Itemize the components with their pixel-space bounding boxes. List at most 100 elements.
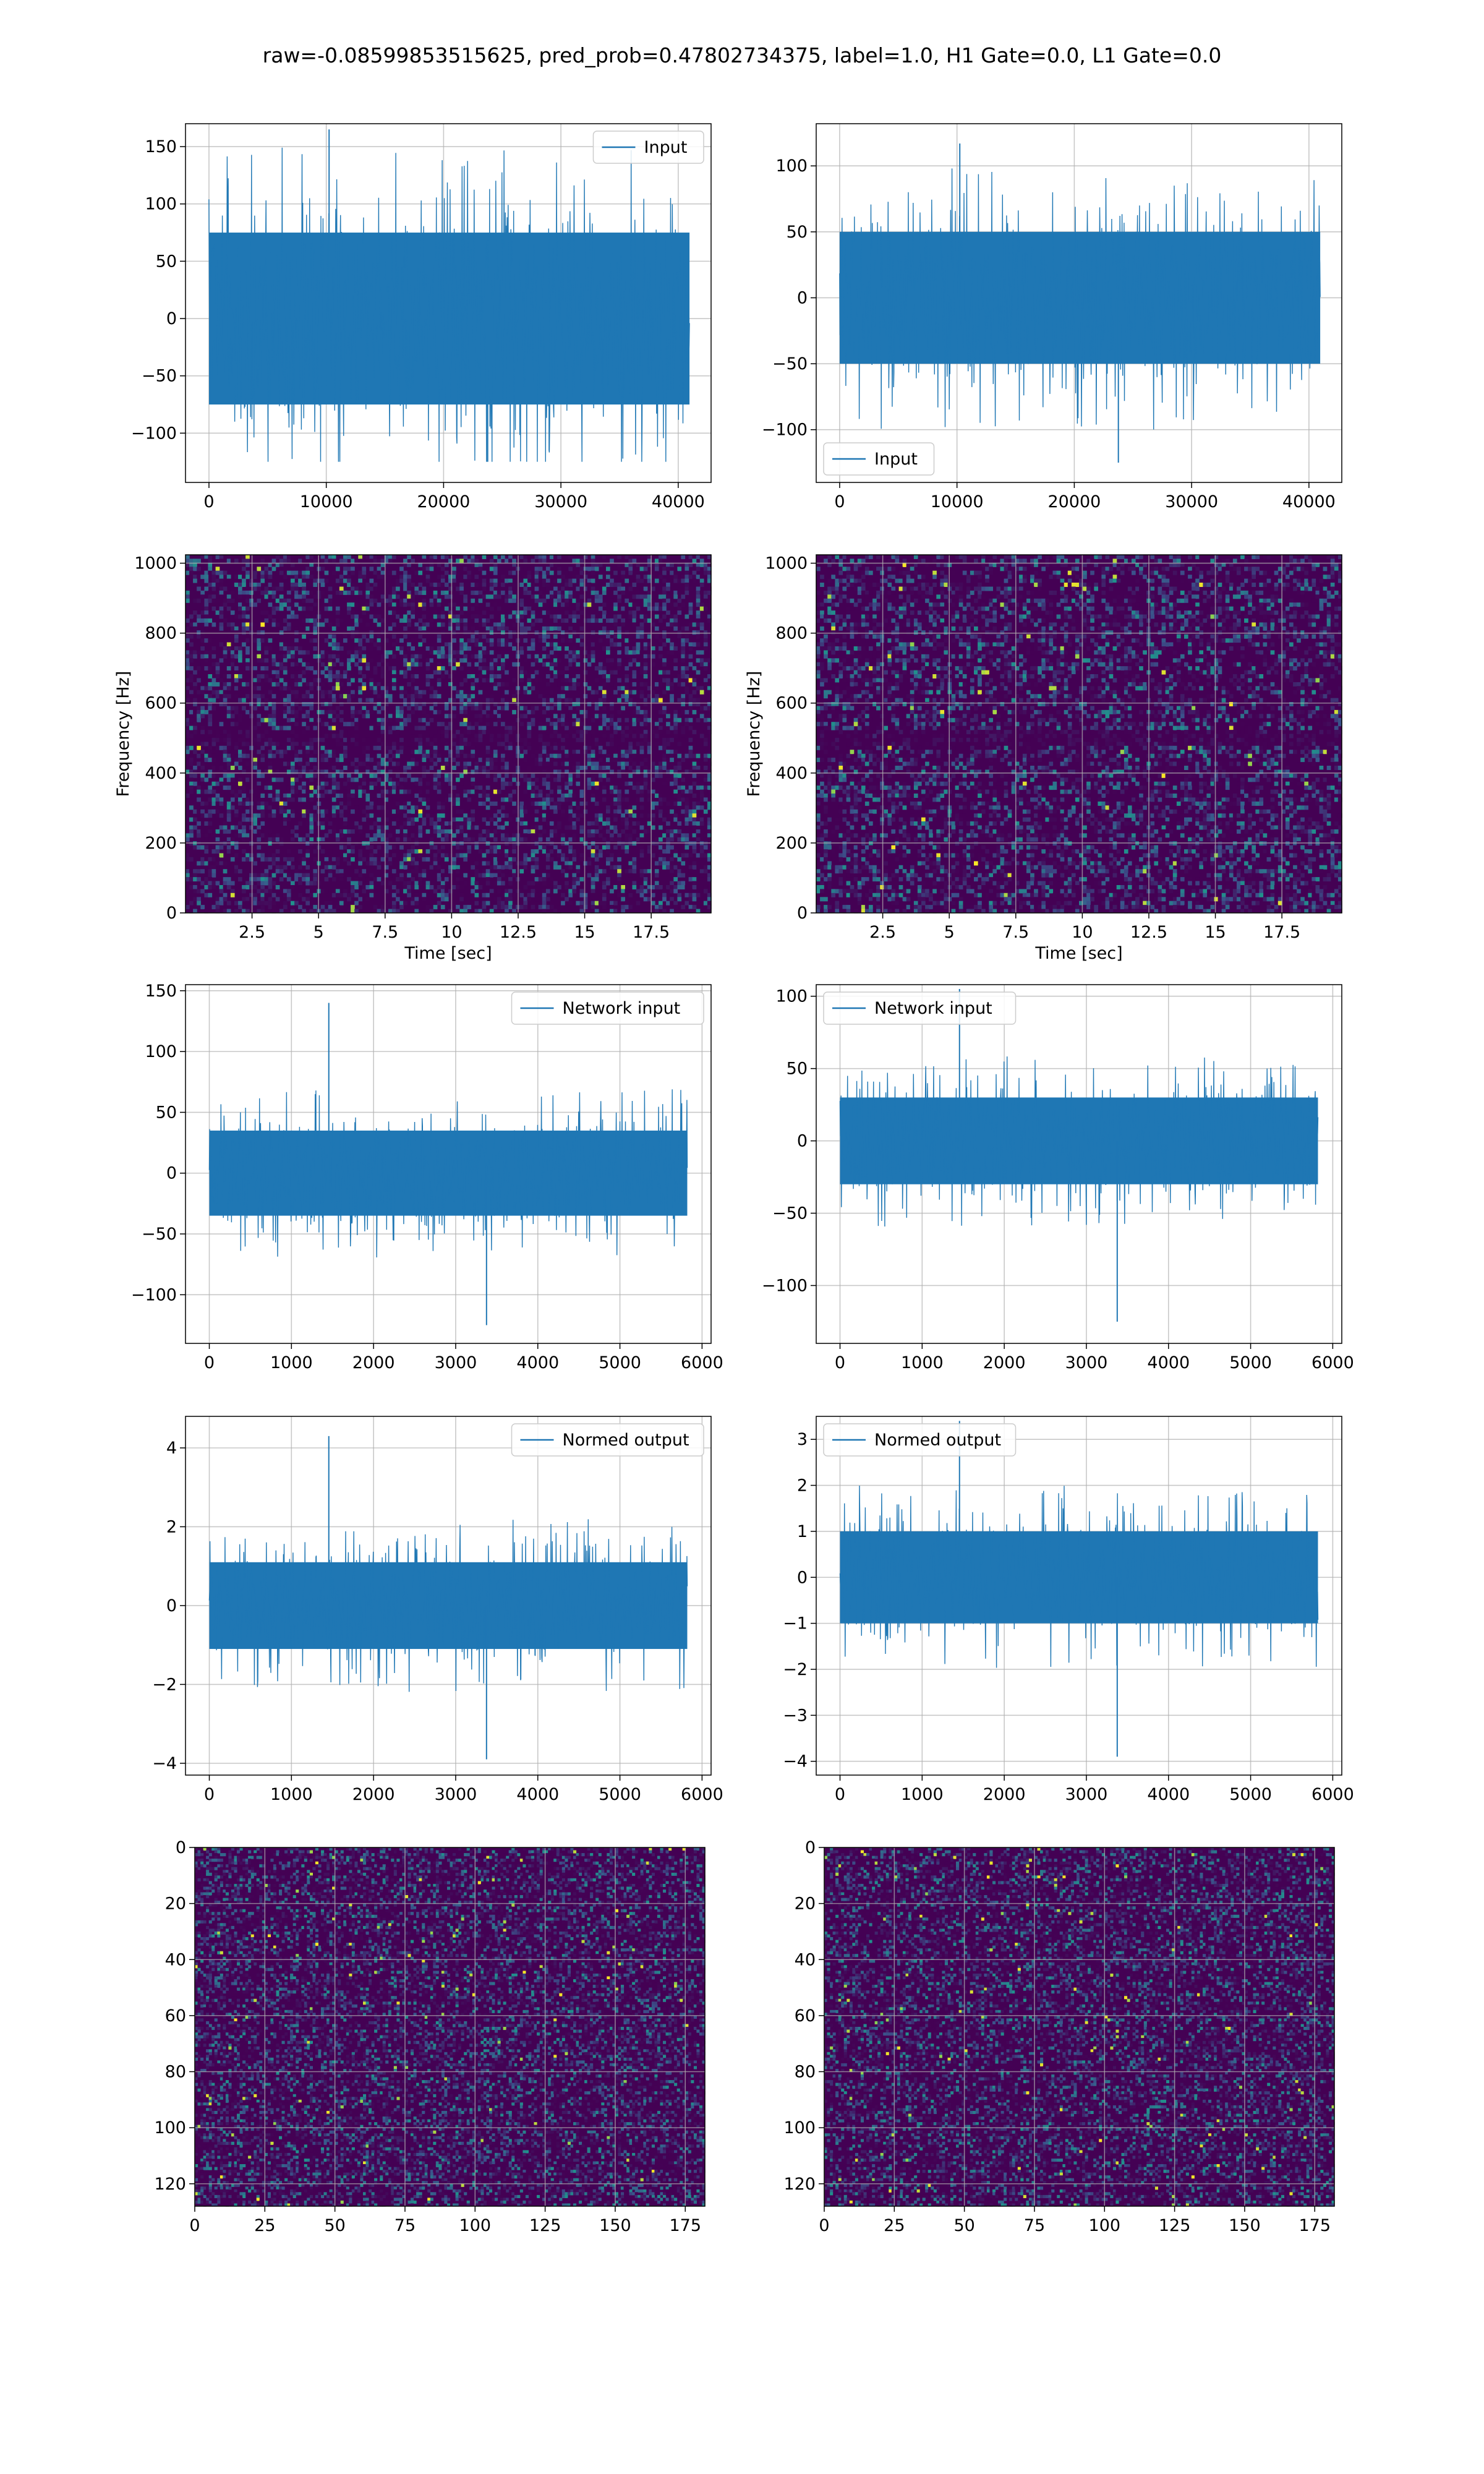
chart-r2c1-cell (441, 579, 445, 583)
chart-r2c1-cell (305, 694, 310, 698)
chart-r2c1-cell (670, 643, 674, 647)
chart-r2c1-cell (204, 622, 208, 627)
chart-r2c1-cell (580, 594, 584, 599)
chart-r2c1-cell (208, 559, 212, 563)
chart-r2c1-cell (313, 630, 317, 635)
chart-r2c1-cell (459, 650, 464, 654)
chart-r2c1-cell (347, 698, 351, 703)
chart-r2c1-cell (200, 610, 205, 615)
chart-r2c1-cell (365, 714, 370, 718)
chart-r2c1-cell (542, 571, 547, 575)
chart-r2c1-cell (493, 567, 498, 571)
chart-r2c1-cell (309, 599, 313, 603)
chart-r2c1-cell (666, 627, 670, 631)
chart-r2c1-cell (347, 674, 351, 678)
chart-r2c1-cell (279, 587, 284, 591)
chart-r2c1-cell (422, 587, 427, 591)
chart-r2c1-cell (610, 706, 614, 711)
chart-r2c1-cell (362, 654, 366, 659)
chart-r2c1-cell (358, 571, 362, 575)
chart-r2c1-cell (467, 646, 471, 651)
chart-r2c1-cell (681, 666, 685, 670)
chart-r2c1-cell (396, 579, 400, 583)
chart-r2c1-cell (670, 615, 674, 619)
chart-r2c1-cell (257, 654, 261, 659)
chart-r2c1-cell (287, 706, 291, 711)
chart-r2c1-cell (546, 674, 550, 678)
chart-r2c1-cell (553, 714, 558, 718)
chart-r2c1-cell (231, 654, 235, 659)
chart-r2c1-cell (208, 682, 212, 687)
chart-r2c1-cell (557, 599, 561, 603)
chart-r2c1-cell (595, 690, 599, 695)
chart-r2c1-cell (245, 599, 250, 603)
chart-r2c1-cell (527, 690, 532, 695)
chart-r2c1-cell (565, 698, 569, 703)
chart-r2c1-cell (565, 571, 569, 575)
chart-r2c1-cell (572, 650, 576, 654)
chart-r2c1-cell (576, 615, 580, 619)
chart-r2c1-cell (291, 690, 295, 695)
chart-r2c1-cell (490, 694, 494, 698)
chart-r2c1-cell (437, 654, 441, 659)
chart-r2c1-cell (553, 602, 558, 607)
chart-r2c1-cell (689, 622, 693, 627)
chart-r2c1-cell (433, 694, 438, 698)
chart-r2c1-cell (568, 618, 573, 623)
chart-r2c1-cell (475, 698, 479, 703)
chart-r2c1-cell (377, 710, 382, 714)
chart-r2c1-cell (550, 602, 554, 607)
chart-r2c1-cell (279, 654, 284, 659)
chart-r2c1-cell (625, 694, 629, 698)
chart-r2c1-cell (392, 607, 396, 611)
chart-r2c1-cell (704, 706, 708, 711)
chart-r2c1-cell (245, 638, 250, 643)
chart-r2c1-cell (452, 698, 456, 703)
chart-r2c1-cell (463, 555, 467, 559)
chart-r2c1-cell (411, 583, 415, 587)
chart-r2c1-cell (546, 654, 550, 659)
chart-r2c1-cell (613, 607, 618, 611)
chart-r2c1-cell (497, 591, 501, 595)
chart-r2c1-cell (673, 575, 678, 579)
chart-r2c1-cell (617, 710, 621, 714)
chart-r2c1-cell (257, 678, 261, 682)
chart-r2c1-cell (328, 555, 333, 559)
chart-r2c1-cell (313, 682, 317, 687)
chart-r2c1-cell (336, 678, 340, 682)
chart-r2c1-cell (212, 650, 216, 654)
chart-r2c1-cell (197, 599, 201, 603)
chart-r2c1-cell (388, 698, 393, 703)
chart-r2c1-cell (377, 571, 382, 575)
chart-r2c1-cell (621, 607, 625, 611)
chart-r2c1-cell (294, 643, 299, 647)
chart-r2c1-cell (655, 694, 659, 698)
chart-r2c1-cell (227, 622, 231, 627)
chart-r2c1-cell (636, 694, 641, 698)
chart-r2c1-cell (339, 618, 344, 623)
chart-r2c1-cell (459, 706, 464, 711)
chart-r2c1-cell (279, 607, 284, 611)
chart-r2c1-cell (467, 638, 471, 643)
chart-r2c1-cell (283, 618, 288, 623)
chart-r2c1-cell (610, 618, 614, 623)
chart-r2c1-cell (523, 567, 527, 571)
chart-r2c1-cell (587, 638, 592, 643)
chart-r2c1-cell (223, 599, 228, 603)
chart-r2c1-cell (339, 575, 344, 579)
chart-r2c1-cell (602, 615, 607, 619)
chart-r2c1-cell (399, 670, 404, 675)
chart-r2c1-cell (245, 658, 250, 662)
chart-r2c1-cell (291, 650, 295, 654)
chart-r2c1-cell (456, 650, 460, 654)
chart-r2c1-cell (628, 638, 633, 643)
chart-r2c1-cell (459, 591, 464, 595)
chart-r2c1-cell (505, 698, 509, 703)
chart-r2c1-cell (186, 718, 190, 722)
chart-r2c1-cell (531, 654, 535, 659)
chart-r2c1-cell (505, 682, 509, 687)
chart-r2c1-cell (479, 714, 483, 718)
chart-r2c1-cell (535, 670, 539, 675)
chart-r2c1-cell (287, 627, 291, 631)
chart-r2c1-cell (354, 698, 359, 703)
